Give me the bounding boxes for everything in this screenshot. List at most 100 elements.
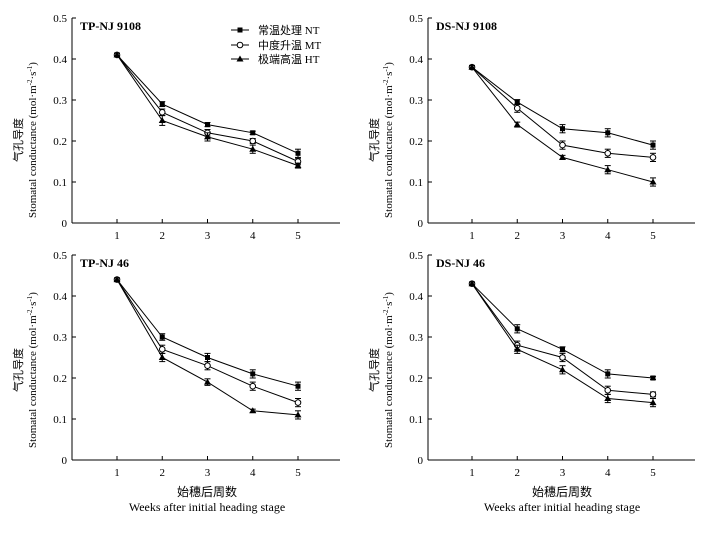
y-label-cn: 气孔导度 bbox=[367, 348, 381, 392]
legend-item-nt: 常温处理 NT bbox=[231, 24, 320, 37]
x-tick-label: 4 bbox=[605, 230, 611, 242]
x-axis-title-en-right: Weeks after initial heading stage bbox=[484, 500, 640, 514]
x-tick-label: 3 bbox=[205, 467, 211, 479]
data-point-circle bbox=[294, 399, 302, 406]
data-point-square bbox=[605, 371, 611, 377]
y-tick-label: 0.3 bbox=[409, 95, 423, 107]
y-tick-label: 0.5 bbox=[53, 13, 67, 25]
y-tick-label: 0.4 bbox=[53, 291, 67, 303]
data-point-triangle bbox=[294, 162, 302, 169]
series-line bbox=[471, 283, 654, 379]
data-point-circle bbox=[559, 354, 566, 361]
x-tick-label: 4 bbox=[250, 467, 256, 479]
y-axis-title-bottom-right: 气孔导度 Stomatal conductance (mol·m-2·s-1) bbox=[367, 292, 395, 448]
y-label-cn: 气孔导度 bbox=[367, 118, 381, 162]
data-point-triangle bbox=[249, 407, 257, 414]
circle-marker-icon bbox=[236, 41, 244, 49]
y-axis-title-top-right: 气孔导度 Stomatal conductance (mol·m-2·s-1) bbox=[367, 62, 395, 218]
y-tick-label: 0.5 bbox=[409, 250, 423, 262]
data-point-circle bbox=[204, 362, 211, 370]
series-line bbox=[116, 54, 299, 162]
data-point-circle bbox=[649, 391, 657, 398]
y-tick-label: 0.1 bbox=[53, 177, 67, 189]
legend-item-ht: 极端高温 HT bbox=[231, 52, 320, 66]
x-axis-title-en-left: Weeks after initial heading stage bbox=[129, 500, 285, 514]
data-point-square bbox=[650, 375, 656, 381]
triangle-marker-icon bbox=[236, 55, 244, 62]
x-tick-label: 5 bbox=[650, 230, 656, 242]
x-axis-title-cn-right: 始穗后周数 bbox=[532, 484, 592, 499]
y-tick-label: 0 bbox=[62, 455, 68, 467]
y-tick-label: 0.3 bbox=[53, 332, 67, 344]
data-point-square bbox=[205, 122, 210, 128]
legend-label-mt: 中度升温 MT bbox=[258, 38, 322, 52]
y-axis-title-bottom-left: 气孔导度 Stomatal conductance (mol·m-2·s-1) bbox=[11, 292, 39, 448]
panel-title: DS-NJ 46 bbox=[436, 256, 485, 270]
y-axis-title-top-left: 气孔导度 Stomatal conductance (mol·m-2·s-1) bbox=[11, 62, 39, 218]
data-point-circle bbox=[513, 104, 521, 112]
y-tick-label: 0.5 bbox=[409, 13, 423, 25]
data-point-square bbox=[295, 383, 301, 389]
y-label-cn: 气孔导度 bbox=[11, 348, 25, 392]
y-tick-label: 0.4 bbox=[409, 54, 423, 66]
x-tick-label: 5 bbox=[295, 230, 301, 242]
panel-ds-nj-9108: 0 0.1 0.2 0.3 0.4 0.5 1 2 3 4 5 DS-NJ 9108 bbox=[409, 13, 695, 242]
data-point-square bbox=[250, 130, 256, 136]
legend-item-mt: 中度升温 MT bbox=[231, 38, 322, 52]
y-tick-label: 0 bbox=[62, 218, 68, 230]
data-point-triangle bbox=[158, 354, 166, 360]
panel-title: DS-NJ 9108 bbox=[436, 19, 497, 33]
y-tick-label: 0 bbox=[418, 218, 424, 230]
data-point-circle bbox=[604, 387, 612, 394]
x-tick-label: 3 bbox=[560, 467, 566, 479]
x-tick-label: 1 bbox=[114, 467, 120, 479]
data-point-triangle bbox=[649, 178, 657, 185]
legend: 常温处理 NT 中度升温 MT 极端高温 HT bbox=[231, 24, 322, 66]
data-point-triangle bbox=[468, 280, 476, 287]
data-point-square bbox=[605, 130, 611, 136]
legend-label-nt: 常温处理 NT bbox=[258, 24, 320, 37]
y-tick-label: 0.1 bbox=[53, 414, 67, 426]
data-point-triangle bbox=[604, 395, 612, 401]
y-tick-label: 0.2 bbox=[409, 373, 423, 385]
y-label-en: Stomatal conductance (mol·m-2·s-1) bbox=[26, 62, 39, 218]
series-square-filled bbox=[114, 277, 301, 391]
data-point-triangle bbox=[559, 366, 566, 373]
y-tick-label: 0.5 bbox=[53, 250, 67, 262]
data-point-circle bbox=[559, 141, 566, 149]
x-tick-label: 1 bbox=[114, 230, 120, 242]
data-point-square bbox=[650, 142, 656, 148]
series-triangle-filled bbox=[113, 276, 302, 420]
data-point-triangle bbox=[468, 63, 476, 70]
series-circle-open bbox=[468, 63, 657, 162]
y-label-en: Stomatal conductance (mol·m-2·s-1) bbox=[26, 292, 39, 448]
series-triangle-filled bbox=[468, 63, 657, 187]
panel-title: TP-NJ 9108 bbox=[80, 19, 141, 33]
series-square-filled bbox=[114, 52, 301, 158]
data-point-triangle bbox=[158, 117, 166, 123]
y-tick-label: 0.2 bbox=[53, 136, 67, 148]
panel-title: TP-NJ 46 bbox=[80, 256, 129, 270]
panel-ds-nj-46: 0 0.1 0.2 0.3 0.4 0.5 1 2 3 4 5 DS-NJ 46 bbox=[409, 250, 695, 479]
x-axis-title-cn-left: 始穗后周数 bbox=[177, 484, 237, 499]
data-point-circle bbox=[158, 346, 166, 353]
square-marker-icon bbox=[237, 27, 243, 33]
x-tick-label: 5 bbox=[295, 467, 301, 479]
data-point-triangle bbox=[649, 399, 657, 406]
series-circle-open bbox=[113, 51, 302, 166]
x-tick-label: 4 bbox=[250, 230, 256, 242]
x-tick-label: 1 bbox=[469, 467, 475, 479]
x-tick-label: 2 bbox=[160, 230, 166, 242]
data-point-triangle bbox=[113, 51, 121, 58]
data-point-circle bbox=[249, 137, 257, 145]
x-tick-label: 3 bbox=[205, 230, 211, 242]
y-tick-label: 0.1 bbox=[409, 177, 423, 189]
data-point-square bbox=[560, 126, 565, 132]
series-circle-open bbox=[468, 280, 657, 398]
series-line bbox=[116, 279, 299, 416]
y-label-cn: 气孔导度 bbox=[11, 118, 25, 162]
y-label-en: Stomatal conductance (mol·m-2·s-1) bbox=[382, 292, 395, 448]
y-tick-label: 0.1 bbox=[409, 414, 423, 426]
data-point-square bbox=[159, 334, 165, 340]
